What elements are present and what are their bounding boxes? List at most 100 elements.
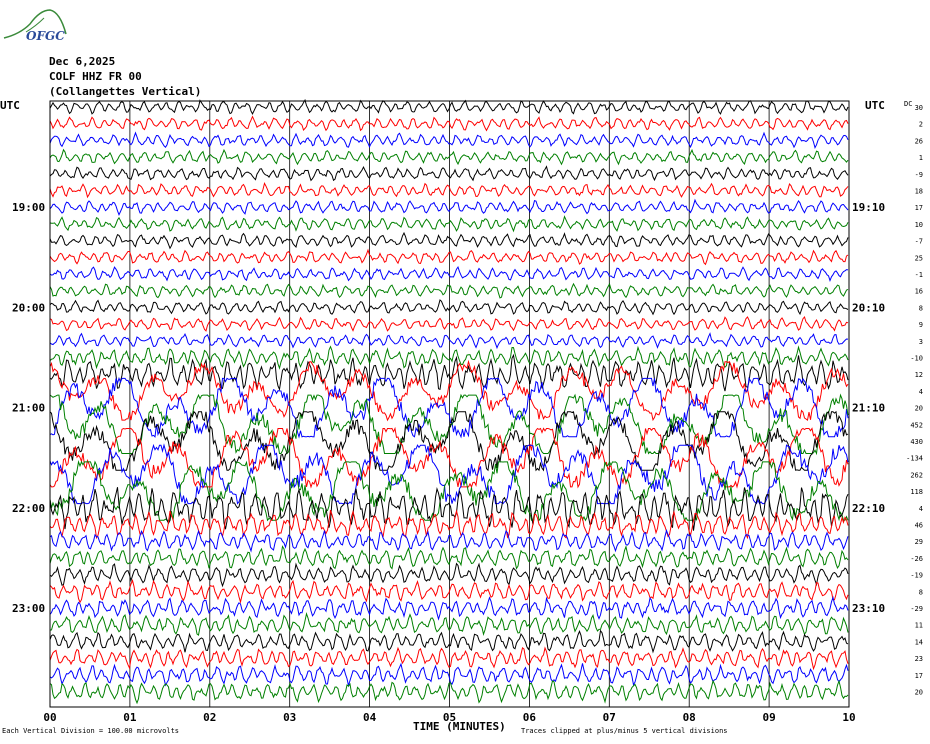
dc-offset-label: 30 xyxy=(915,104,923,112)
seismic-trace xyxy=(49,578,849,604)
dc-offset-label: 8 xyxy=(919,304,923,312)
x-tick-label: 09 xyxy=(762,711,775,724)
seismic-trace xyxy=(49,115,849,132)
station-name: (Collangettes Vertical) xyxy=(49,85,202,98)
x-tick-label: 08 xyxy=(683,711,696,724)
x-tick-label: 01 xyxy=(123,711,137,724)
hour-label-left: 22:00 xyxy=(12,502,45,515)
seismic-trace xyxy=(49,410,849,472)
seismic-trace xyxy=(49,299,849,316)
hour-label-left: 23:00 xyxy=(12,602,45,615)
dc-offset-label: 17 xyxy=(915,672,923,680)
dc-offset-label: -7 xyxy=(915,238,923,246)
seismic-trace xyxy=(49,131,849,149)
utc-right-label: UTC xyxy=(865,99,885,112)
dc-offset-label: 23 xyxy=(915,655,923,663)
seismic-trace xyxy=(49,345,849,370)
dc-offset-label: 262 xyxy=(910,471,923,479)
seismic-trace xyxy=(49,231,849,250)
seismic-trace xyxy=(49,98,849,116)
seismic-trace xyxy=(49,148,849,166)
seismic-trace xyxy=(49,545,849,570)
dc-offset-label: 20 xyxy=(915,405,923,413)
seismic-trace xyxy=(49,182,849,199)
seismic-trace xyxy=(49,509,849,540)
seismic-trace xyxy=(49,629,849,654)
seismic-trace xyxy=(49,282,849,299)
seismic-trace xyxy=(49,353,849,392)
dc-offset-label: 3 xyxy=(919,338,923,346)
dc-offset-label: -19 xyxy=(910,572,923,580)
seismic-trace xyxy=(49,460,849,522)
dc-offset-label: -134 xyxy=(906,455,923,463)
seismic-trace xyxy=(49,165,849,182)
seismic-trace xyxy=(49,611,849,637)
x-tick-label: 07 xyxy=(603,711,616,724)
dc-offset-label: 20 xyxy=(915,689,923,697)
station-code: COLF HHZ FR 00 xyxy=(49,70,142,83)
seismic-trace xyxy=(49,376,849,439)
seismic-trace xyxy=(49,359,849,422)
seismic-trace xyxy=(49,486,849,531)
plot-date: Dec 6,2025 xyxy=(49,55,116,68)
hour-label-right: 22:10 xyxy=(852,502,885,515)
hour-label-right: 23:10 xyxy=(852,602,885,615)
dc-offset-label: 25 xyxy=(915,254,923,262)
dc-offset-label: 2 xyxy=(919,121,923,129)
seismic-trace xyxy=(49,266,849,282)
dc-offset-label: -10 xyxy=(910,355,923,363)
dc-offset-label: 10 xyxy=(915,221,923,229)
seismic-trace xyxy=(49,198,849,216)
seismic-trace xyxy=(49,679,849,705)
clip-note: Traces clipped at plus/minus 5 vertical … xyxy=(521,727,728,735)
dc-offset-label: 46 xyxy=(915,522,923,530)
x-tick-label: 03 xyxy=(283,711,296,724)
dc-offset-label: 8 xyxy=(919,588,923,596)
dc-offset-label: -9 xyxy=(915,171,923,179)
hour-label-left: 19:00 xyxy=(12,201,45,214)
x-tick-label: 05 xyxy=(443,711,456,724)
x-tick-label: 04 xyxy=(363,711,377,724)
hour-label-left: 20:00 xyxy=(12,301,45,314)
dc-offset-label: 16 xyxy=(915,288,923,296)
hour-label-right: 21:10 xyxy=(852,402,885,415)
dc-offset-label: 11 xyxy=(915,622,923,630)
seismic-trace xyxy=(49,332,849,350)
dc-offset-label: 452 xyxy=(910,421,923,429)
x-axis-title: TIME (MINUTES) xyxy=(413,720,506,733)
dc-offset-label: 18 xyxy=(915,188,923,196)
x-tick-label: 00 xyxy=(43,711,56,724)
seismic-trace xyxy=(49,315,849,332)
dc-offset-label: 9 xyxy=(919,321,923,329)
hour-label-right: 19:10 xyxy=(852,201,885,214)
dc-offset-label: -29 xyxy=(910,605,923,613)
x-tick-label: 02 xyxy=(203,711,216,724)
dc-offset-label: 14 xyxy=(915,638,923,646)
seismic-trace xyxy=(49,562,849,588)
scale-note: Each Vertical Division = 100.00 microvol… xyxy=(2,727,180,735)
dc-offset-label: 17 xyxy=(915,204,923,212)
dc-offset-label: -26 xyxy=(910,555,923,563)
dc-offset-label: 29 xyxy=(915,538,923,546)
dc-offset-label: 4 xyxy=(919,505,923,513)
seismic-trace xyxy=(49,215,849,233)
seismic-trace xyxy=(49,528,849,553)
seismic-trace xyxy=(49,595,849,621)
dc-label: DC xyxy=(904,100,912,108)
dc-offset-label: 4 xyxy=(919,388,923,396)
logo-text: OFGC xyxy=(26,29,65,43)
x-tick-label: 10 xyxy=(842,711,855,724)
hour-label-left: 21:00 xyxy=(12,402,45,415)
seismic-trace xyxy=(49,646,849,671)
dc-offset-label: 1 xyxy=(919,154,923,162)
plot-frame xyxy=(49,100,850,708)
seismic-trace xyxy=(49,443,849,505)
hour-label-right: 20:10 xyxy=(852,301,885,314)
dc-offset-label: 26 xyxy=(915,137,923,145)
seismic-trace xyxy=(49,662,849,688)
dc-offset-label: -1 xyxy=(915,271,923,279)
seismic-trace xyxy=(49,393,849,456)
x-tick-label: 06 xyxy=(523,711,537,724)
ofgc-logo: OFGC xyxy=(3,9,67,43)
